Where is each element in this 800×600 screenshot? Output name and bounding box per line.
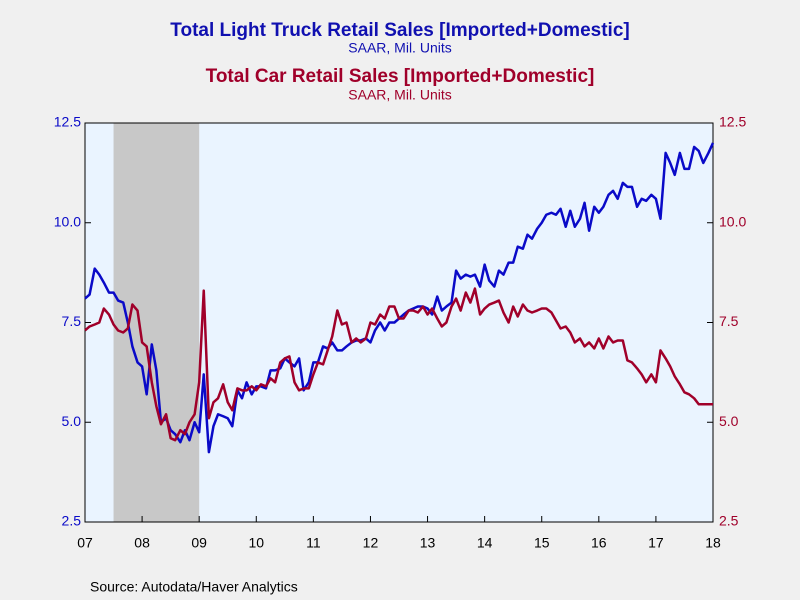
x-tick-label: 18 <box>705 535 721 551</box>
y2-tick-label: 5.0 <box>719 413 739 429</box>
x-tick-label: 17 <box>648 535 664 551</box>
x-tick-label: 10 <box>248 535 264 551</box>
x-tick-label: 11 <box>306 535 321 551</box>
x-tick-label: 07 <box>77 535 93 551</box>
y-tick-label: 5.0 <box>62 413 82 429</box>
x-tick-label: 15 <box>534 535 550 551</box>
recession-shading <box>113 123 200 522</box>
x-tick-label: 16 <box>591 535 607 551</box>
y2-tick-label: 12.5 <box>719 114 746 130</box>
y-tick-label: 7.5 <box>62 313 82 329</box>
chart-subtitle: SAAR, Mil. Units <box>348 40 451 56</box>
x-tick-label: 13 <box>420 535 436 551</box>
y2-tick-label: 2.5 <box>719 513 739 529</box>
x-tick-label: 14 <box>477 535 493 551</box>
chart-title: Total Car Retail Sales [Imported+Domesti… <box>206 66 595 87</box>
chart-subtitle: SAAR, Mil. Units <box>348 87 451 103</box>
source: Source: Autodata/Haver Analytics <box>90 579 298 595</box>
chart-title: Total Light Truck Retail Sales [Imported… <box>170 20 629 41</box>
x-tick-label: 08 <box>134 535 150 551</box>
x-tick-label: 12 <box>363 535 379 551</box>
series-line <box>84 287 713 442</box>
y-tick-label: 2.5 <box>62 513 82 529</box>
y2-tick-label: 7.5 <box>719 313 739 329</box>
y-tick-label: 12.5 <box>54 114 81 130</box>
x-tick-label: 09 <box>191 535 207 551</box>
y2-tick-label: 10.0 <box>719 213 746 229</box>
y-tick-label: 10.0 <box>54 213 81 229</box>
